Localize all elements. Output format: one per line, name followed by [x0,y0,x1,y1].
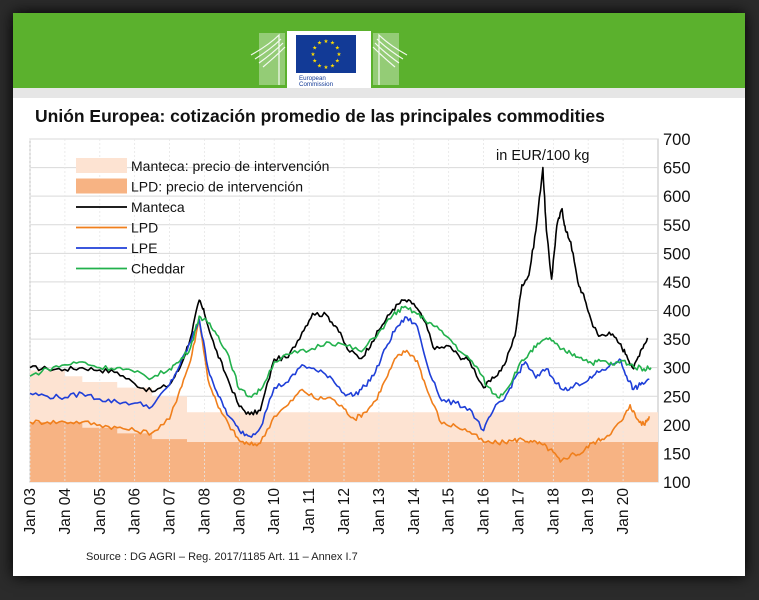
eu-star-icon: ★ [330,62,335,69]
x-tick-label: Jan 10 [266,488,283,535]
source-note: Source : DG AGRI – Reg. 2017/1185 Art. 1… [86,551,358,563]
logo-text-commission: Commission [299,81,334,88]
eu-star-icon: ★ [324,38,329,45]
x-tick-label: Jan 12 [336,488,353,535]
series-line-cheddar [29,305,652,399]
legend-label: Manteca [131,199,185,215]
eu-star-icon: ★ [330,40,335,47]
header-band [13,88,745,98]
y-tick-label: 650 [663,160,691,178]
y-tick-label: 700 [663,131,691,149]
eu-star-icon: ★ [312,45,317,52]
eu-star-icon: ★ [335,58,340,65]
x-tick-label: Jan 16 [476,488,493,535]
x-tick-label: Jan 20 [615,488,632,535]
legend-label: Manteca: precio de intervención [131,158,329,174]
y-tick-label: 250 [663,388,691,406]
x-tick-label: Jan 17 [510,488,527,535]
x-tick-label: Jan 07 [162,488,179,535]
series-line-lpe [29,316,650,438]
eu-star-icon: ★ [312,58,317,65]
x-tick-label: Jan 05 [92,488,109,535]
y-tick-label: 500 [663,245,691,263]
x-tick-label: Jan 18 [545,488,562,535]
eu-star-icon: ★ [324,64,329,71]
legend-label: LPD: precio de intervención [131,179,303,195]
logo-text-european: European [299,75,326,82]
slide: ★ ★ ★ ★ ★ ★ ★ ★ ★ ★ ★ ★ European Commission Unión E… [13,13,745,576]
x-tick-label: Jan 14 [406,488,423,535]
x-tick-label: Jan 19 [580,488,597,535]
x-tick-label: Jan 04 [57,488,74,535]
legend-swatch [76,178,127,194]
y-tick-label: 550 [663,217,691,235]
series-line-lpd [29,318,651,463]
european-commission-logo: ★ ★★★★★★★★★★★ European Commission [250,31,408,88]
unit-label: in EUR/100 kg [496,148,590,164]
eu-star-icon: ★ [317,62,322,69]
eu-star-icon: ★ [317,40,322,47]
eu-star-icon: ★ [337,51,342,58]
x-tick-label: Jan 13 [371,488,388,535]
y-tick-label: 150 [663,445,691,463]
x-tick-label: Jan 09 [231,488,248,535]
legend-label: LPD [131,220,158,236]
y-tick-label: 350 [663,331,691,349]
x-tick-label: Jan 11 [301,488,318,533]
x-tick-label: Jan 08 [196,488,213,535]
x-tick-label: Jan 03 [22,488,39,535]
eu-star-icon: ★ [335,45,340,52]
x-tick-label: Jan 06 [127,488,144,535]
y-tick-label: 300 [663,360,691,378]
chart-title: Unión Europea: cotización promedio de la… [35,106,605,126]
line-chart: 100 150 200 250 300 350 400 450 500 550 600 650 700 i… [22,131,691,535]
y-tick-label: 600 [663,188,691,206]
y-tick-label: 100 [663,474,691,492]
y-tick-label: 200 [663,417,691,435]
y-tick-label: 450 [663,274,691,292]
y-tick-label: 400 [663,303,691,321]
x-tick-label: Jan 15 [441,488,458,535]
eu-star-icon: ★ [311,51,316,58]
legend-label: Cheddar [131,261,185,277]
legend-label: LPE [131,240,157,256]
legend-swatch [76,158,127,173]
